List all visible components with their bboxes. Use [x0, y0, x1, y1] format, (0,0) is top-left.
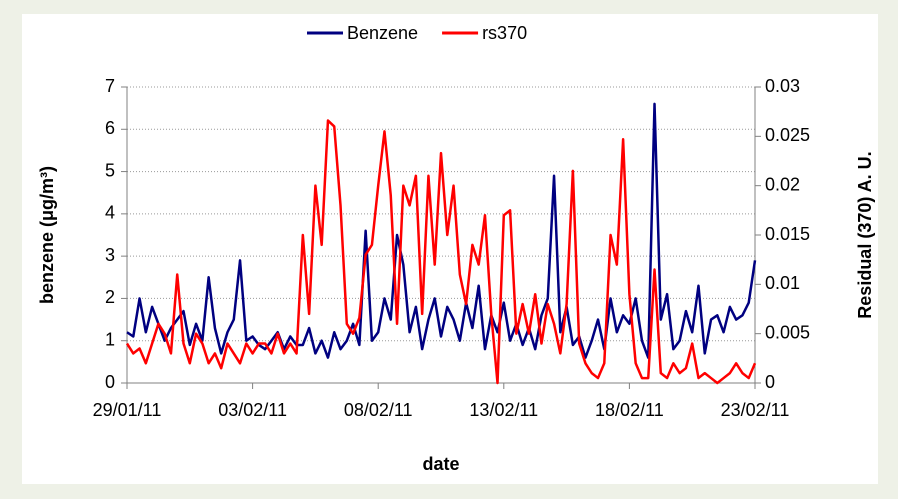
x-tick-label: 08/02/11: [344, 400, 413, 420]
y2-tick-label: 0.03: [765, 76, 800, 96]
y-tick-label: 4: [105, 203, 115, 223]
x-tick-label: 23/02/11: [721, 400, 790, 420]
x-tick-label: 13/02/11: [469, 400, 538, 420]
y2-tick-label: 0.01: [765, 273, 800, 293]
y-tick-label: 5: [105, 160, 115, 180]
x-tick-label: 03/02/11: [218, 400, 287, 420]
x-axis-label: date: [422, 454, 459, 474]
y-axis-label: benzene (μg/m³): [37, 166, 57, 304]
y2-tick-label: 0: [765, 372, 775, 392]
y-tick-label: 2: [105, 287, 115, 307]
y2-axis-label: Residual (370) A. U.: [855, 151, 875, 318]
line-series: [126, 102, 757, 359]
y-tick-label: 1: [105, 329, 115, 349]
y-tick-label: 3: [105, 245, 115, 265]
y2-tick-label: 0.015: [765, 224, 810, 244]
chart-area: [22, 14, 878, 484]
line-series: [125, 119, 757, 385]
y2-tick-label: 0.02: [765, 174, 800, 194]
x-tick-label: 18/02/11: [595, 400, 664, 420]
legend-label: Benzene: [347, 23, 418, 43]
y-tick-label: 0: [105, 372, 115, 392]
y2-tick-label: 0.025: [765, 125, 810, 145]
y-tick-label: 7: [105, 76, 115, 96]
x-tick-label: 29/01/11: [93, 400, 162, 420]
y-tick-label: 6: [105, 118, 115, 138]
legend-label: rs370: [482, 23, 527, 43]
y2-tick-label: 0.005: [765, 322, 810, 342]
